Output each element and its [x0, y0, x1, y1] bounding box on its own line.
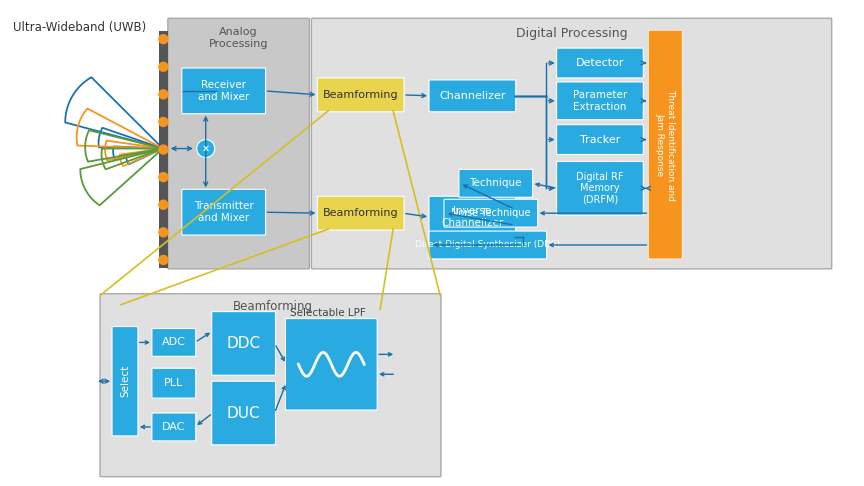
Text: Receiver
and Mixer: Receiver and Mixer — [198, 80, 250, 102]
Text: Inverse
Channelizer: Inverse Channelizer — [442, 207, 504, 228]
FancyBboxPatch shape — [152, 368, 196, 398]
Text: Beamforming: Beamforming — [323, 90, 398, 100]
Text: Ultra-Wideband (UWB): Ultra-Wideband (UWB) — [13, 21, 147, 35]
FancyBboxPatch shape — [212, 312, 276, 375]
FancyBboxPatch shape — [212, 381, 276, 445]
Circle shape — [159, 35, 168, 44]
Circle shape — [159, 90, 168, 99]
Text: PLL: PLL — [164, 378, 183, 388]
Bar — [159, 31, 168, 268]
Circle shape — [159, 145, 168, 154]
Circle shape — [159, 228, 168, 237]
Text: DUC: DUC — [226, 405, 260, 420]
Text: Direct Digital Synthesizer (DDS): Direct Digital Synthesizer (DDS) — [416, 241, 561, 249]
Text: Threat Identification and
Jam Response: Threat Identification and Jam Response — [656, 88, 675, 201]
Circle shape — [159, 118, 168, 126]
FancyBboxPatch shape — [152, 329, 196, 356]
Circle shape — [159, 200, 168, 209]
FancyBboxPatch shape — [556, 161, 644, 215]
FancyBboxPatch shape — [429, 231, 547, 259]
FancyBboxPatch shape — [168, 18, 309, 269]
Text: Transmitter
and Mixer: Transmitter and Mixer — [194, 201, 253, 223]
FancyBboxPatch shape — [648, 30, 683, 259]
Text: ✕: ✕ — [201, 143, 210, 154]
Text: Analog
Processing: Analog Processing — [209, 27, 269, 49]
FancyBboxPatch shape — [556, 82, 644, 120]
Text: Technique: Technique — [469, 178, 522, 189]
Text: Noise Technique: Noise Technique — [451, 208, 530, 218]
Text: Tracker: Tracker — [580, 135, 620, 145]
Circle shape — [197, 139, 214, 157]
FancyBboxPatch shape — [317, 196, 404, 230]
Text: DDC: DDC — [226, 336, 261, 351]
FancyBboxPatch shape — [556, 48, 644, 78]
FancyBboxPatch shape — [317, 78, 404, 112]
FancyBboxPatch shape — [112, 327, 138, 436]
Text: Select: Select — [120, 365, 130, 398]
FancyBboxPatch shape — [181, 68, 265, 114]
Text: Selectable LPF: Selectable LPF — [290, 308, 366, 318]
Text: Beamforming: Beamforming — [232, 300, 313, 312]
FancyBboxPatch shape — [459, 170, 533, 197]
FancyBboxPatch shape — [100, 294, 441, 477]
Text: Parameter
Extraction: Parameter Extraction — [573, 90, 627, 112]
FancyBboxPatch shape — [152, 413, 196, 441]
Text: Digital Processing: Digital Processing — [516, 27, 627, 40]
Text: Channelizer: Channelizer — [439, 91, 505, 101]
Text: ADC: ADC — [162, 337, 186, 347]
FancyBboxPatch shape — [285, 318, 378, 410]
Text: Detector: Detector — [575, 58, 624, 68]
Text: Beamforming: Beamforming — [323, 208, 398, 218]
Circle shape — [159, 62, 168, 71]
Circle shape — [159, 173, 168, 182]
FancyBboxPatch shape — [181, 190, 265, 235]
FancyBboxPatch shape — [556, 125, 644, 155]
FancyBboxPatch shape — [429, 196, 516, 238]
FancyBboxPatch shape — [311, 18, 832, 269]
Text: DAC: DAC — [162, 422, 186, 432]
Circle shape — [159, 256, 168, 264]
FancyBboxPatch shape — [429, 80, 516, 112]
Text: Digital RF
Memory
(DRFM): Digital RF Memory (DRFM) — [576, 172, 624, 205]
FancyBboxPatch shape — [444, 199, 537, 227]
